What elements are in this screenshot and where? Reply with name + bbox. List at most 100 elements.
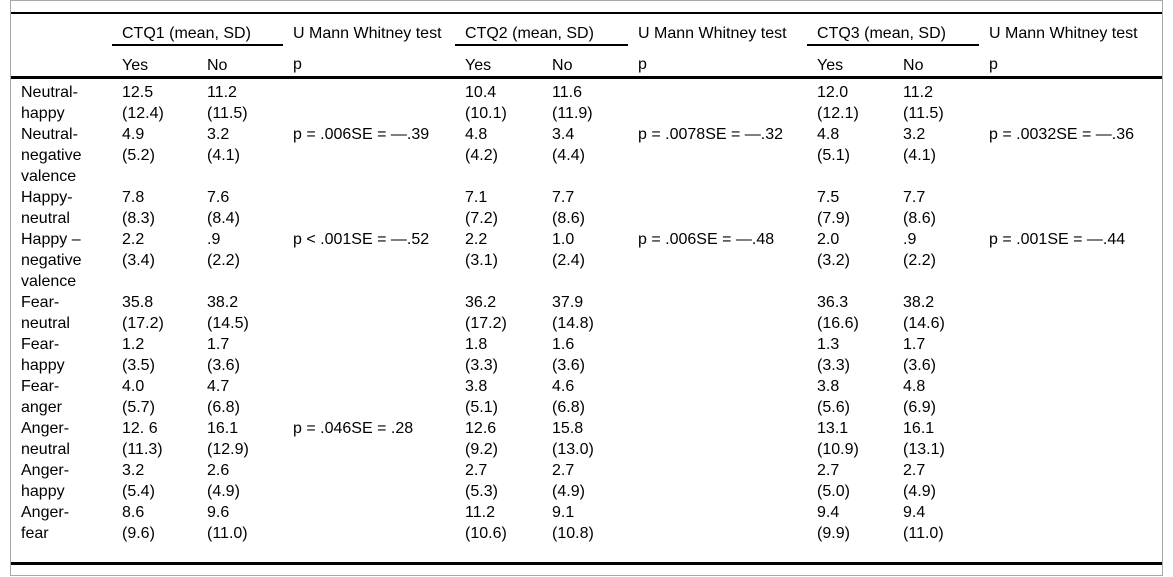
col-header-yes-1: Yes: [112, 45, 197, 79]
table-row: Neutral-negative valence 4.9 (5.2) 3.2 (4.1)…: [11, 124, 1162, 187]
row-label: Anger-happy: [21, 462, 70, 500]
sd-value: (10.6): [465, 525, 507, 542]
mean-value: 3.4: [552, 126, 575, 143]
sd-value: (10.9): [817, 441, 859, 458]
mean-value: 10.4: [465, 84, 497, 101]
sd-value: (17.2): [465, 315, 507, 332]
p-value-cell: p < .001SE = —.52: [293, 231, 430, 248]
mean-value: 4.0: [122, 378, 145, 395]
mean-value: 7.5: [817, 189, 840, 206]
mean-sd-cell-yes: 2.7 (5.3): [455, 460, 542, 502]
mean-value: 36.3: [817, 294, 849, 311]
p-value-cell: p = .0032SE = —.36: [989, 126, 1135, 143]
mean-sd-cell-yes: 7.5 (7.9): [807, 187, 893, 229]
col-header-no-2: No: [542, 45, 629, 79]
sd-value: (10.8): [552, 525, 594, 542]
mean-value: 1.2: [122, 336, 145, 353]
mean-value: 4.7: [207, 378, 230, 395]
row-label: Neutral-happy: [21, 84, 78, 122]
sd-value: (14.8): [552, 315, 594, 332]
mean-sd-cell-yes: 11.2 (10.6): [455, 502, 542, 564]
mean-sd-cell-yes: 2.7 (5.0): [807, 460, 893, 502]
sd-value: (10.1): [465, 105, 507, 122]
sd-value: (5.4): [122, 483, 155, 500]
mean-sd-cell-no: 1.6 (3.6): [542, 334, 628, 376]
col-header-yes-3: Yes: [807, 45, 894, 79]
sd-value: (5.2): [122, 147, 155, 164]
group-header-test-3: U Mann Whitney test: [989, 25, 1138, 42]
sd-value: (14.6): [903, 315, 945, 332]
mean-value: 3.8: [465, 378, 488, 395]
sd-value: (12.4): [122, 105, 164, 122]
mean-value: .9: [207, 231, 221, 248]
table-row: Anger-fear 8.6 (9.6) 9.6 (11.0) 11.2 (10.6) 9.1…: [11, 502, 1162, 564]
col-header-no-3: No: [893, 45, 980, 79]
mean-sd-cell-no: .9 (2.2): [197, 229, 283, 292]
mean-value: 38.2: [207, 294, 239, 311]
row-label: Fear-happy: [21, 336, 65, 374]
corner-cell: [11, 13, 112, 45]
sd-value: (4.2): [465, 147, 498, 164]
sd-value: (7.9): [817, 210, 850, 227]
sd-value: (12.9): [207, 441, 249, 458]
sd-value: (4.4): [552, 147, 585, 164]
mean-sd-cell-no: 9.6 (11.0): [197, 502, 283, 564]
mean-sd-cell-no: 11.6 (11.9): [542, 78, 628, 125]
mean-sd-cell-yes: 1.8 (3.3): [455, 334, 542, 376]
mean-sd-cell-no: 38.2 (14.6): [893, 292, 979, 334]
mean-sd-cell-no: 2.7 (4.9): [893, 460, 979, 502]
mean-sd-cell-yes: 10.4 (10.1): [455, 78, 542, 125]
p-value-cell: [979, 502, 1162, 564]
p-value-cell: p = .006SE = —.48: [638, 231, 775, 248]
sd-value: (3.3): [817, 357, 850, 374]
mean-value: 2.6: [207, 462, 230, 479]
mean-value: 16.1: [207, 420, 239, 437]
mean-value: 2.2: [465, 231, 488, 248]
sd-value: (13.0): [552, 441, 594, 458]
mean-sd-cell-yes: 1.3 (3.3): [807, 334, 893, 376]
p-value-cell: [283, 502, 455, 564]
p-value-cell: [979, 292, 1162, 334]
mean-sd-cell-no: .9 (2.2): [893, 229, 979, 292]
table-row: Happy – negative valence 2.2 (3.4) .9 (2.2) p…: [11, 229, 1162, 292]
p-value-cell: [979, 460, 1162, 502]
sd-value: (3.6): [903, 357, 936, 374]
mean-sd-cell-no: 3.2 (4.1): [197, 124, 283, 187]
mean-sd-cell-yes: 8.6 (9.6): [112, 502, 197, 564]
p-value-cell: [979, 418, 1162, 460]
mean-sd-cell-yes: 7.1 (7.2): [455, 187, 542, 229]
sd-value: (5.1): [817, 147, 850, 164]
mean-sd-cell-no: 11.2 (11.5): [197, 78, 283, 125]
sd-value: (11.5): [903, 105, 944, 122]
mean-value: 4.6: [552, 378, 575, 395]
sd-value: (4.1): [903, 147, 936, 164]
mean-sd-cell-no: 4.7 (6.8): [197, 376, 283, 418]
p-value-cell: [283, 460, 455, 502]
mean-sd-cell-yes: 35.8 (17.2): [112, 292, 197, 334]
mean-value: 12.5: [122, 84, 154, 101]
mean-value: 7.7: [552, 189, 575, 206]
sd-value: (3.4): [122, 252, 155, 269]
mean-value: 8.6: [122, 504, 145, 521]
mean-value: 3.2: [122, 462, 145, 479]
mean-value: 1.0: [552, 231, 575, 248]
sd-value: (11.3): [122, 441, 163, 458]
mean-value: 1.7: [207, 336, 230, 353]
sd-value: (11.0): [207, 525, 248, 542]
group-header-row: CTQ1 (mean, SD) U Mann Whitney test CTQ2…: [11, 13, 1162, 46]
sd-value: (6.9): [903, 399, 936, 416]
mean-value: 11.2: [903, 84, 933, 101]
p-value-cell: [628, 418, 807, 460]
row-label: Fear-anger: [21, 378, 62, 416]
table-frame: CTQ1 (mean, SD) U Mann Whitney test CTQ2…: [10, 0, 1163, 576]
mean-sd-cell-no: 1.7 (3.6): [893, 334, 979, 376]
group-header-test-1: U Mann Whitney test: [293, 25, 442, 42]
sd-value: (9.2): [465, 441, 498, 458]
mean-value: 1.7: [903, 336, 926, 353]
mean-value: 4.9: [122, 126, 145, 143]
mean-sd-cell-no: 3.4 (4.4): [542, 124, 628, 187]
row-label: Anger-neutral: [21, 420, 70, 458]
p-value-cell: p = .006SE = —.39: [293, 126, 430, 143]
sd-value: (8.3): [122, 210, 155, 227]
mean-value: 12. 6: [122, 420, 158, 437]
